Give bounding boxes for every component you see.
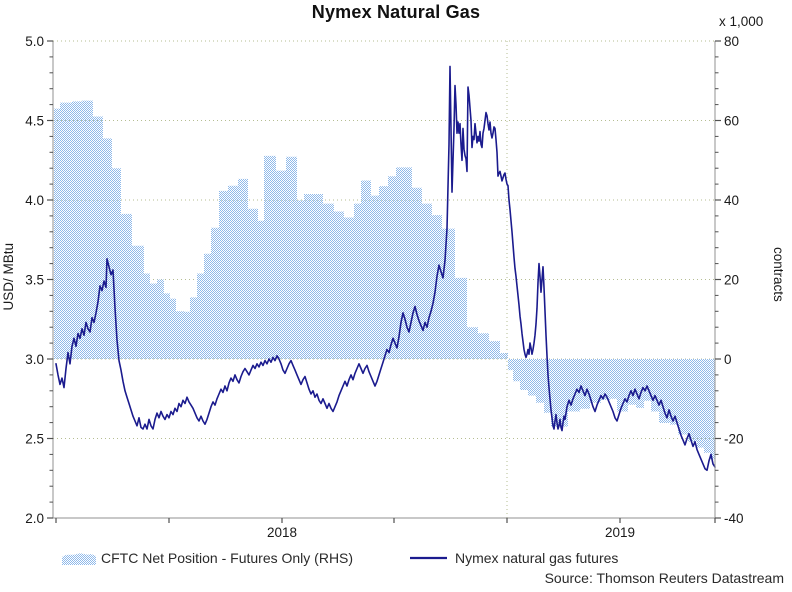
- source-attribution: Source: Thomson Reuters Datastream: [544, 570, 784, 586]
- right-tick-label: 60: [724, 114, 739, 129]
- left-tick-label: 3.5: [25, 273, 44, 288]
- legend-label-line-series: Nymex natural gas futures: [455, 550, 619, 566]
- chart-title: Nymex Natural Gas: [311, 2, 481, 22]
- futures-price-line-series: [55, 65, 716, 472]
- legend: CFTC Net Position - Futures Only (RHS) N…: [0, 549, 792, 567]
- x-tick-label: 2019: [605, 525, 635, 540]
- right-tick-label: 0: [724, 352, 732, 367]
- left-tick-label: 2.5: [25, 432, 44, 447]
- right-tick-label: -40: [724, 511, 744, 526]
- left-tick-label: 4.0: [25, 193, 44, 208]
- right-tick-label: 20: [724, 273, 739, 288]
- x-tick-label: 2018: [267, 525, 297, 540]
- right-tick-label: -20: [724, 432, 744, 447]
- left-tick-label: 5.0: [25, 34, 44, 49]
- right-axis-title: contracts: [771, 247, 786, 302]
- legend-swatches: [62, 553, 447, 565]
- area-series-swatch-icon: [62, 553, 96, 565]
- left-tick-label: 4.5: [25, 114, 44, 129]
- legend-label-area-series: CFTC Net Position - Futures Only (RHS): [101, 550, 354, 566]
- right-axis-unit-label: x 1,000: [719, 14, 764, 29]
- net-position-area-series: [54, 100, 715, 460]
- left-tick-label: 3.0: [25, 352, 44, 367]
- right-tick-label: 40: [724, 193, 739, 208]
- right-tick-label: 80: [724, 34, 739, 49]
- left-tick-label: 2.0: [25, 511, 44, 526]
